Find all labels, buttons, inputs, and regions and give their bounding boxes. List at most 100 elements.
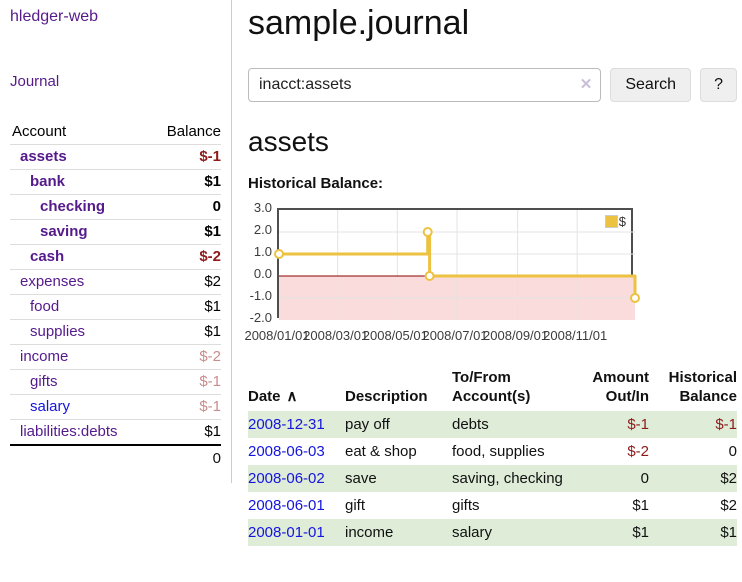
header-tofrom-accounts: To/From Account(s) xyxy=(452,365,582,411)
x-tick: 2008/03/01 xyxy=(303,328,368,343)
account-column-label: Account xyxy=(12,123,66,140)
account-row-gifts: gifts $-1 xyxy=(10,369,221,394)
transaction-accounts: gifts xyxy=(452,492,582,519)
transaction-amount: $1 xyxy=(582,492,649,519)
chart-plot-area: $ xyxy=(277,208,633,318)
y-tick: 0.0 xyxy=(248,267,272,281)
account-balance: $1 xyxy=(204,298,221,316)
account-balance: $1 xyxy=(204,323,221,341)
account-link[interactable]: bank xyxy=(10,173,65,191)
transaction-date-link[interactable]: 2008-06-01 xyxy=(248,497,325,514)
search-button[interactable]: Search xyxy=(610,68,691,102)
transaction-balance: $2 xyxy=(649,465,737,492)
account-row-liabilities-debts: liabilities:debts $1 xyxy=(10,419,221,444)
transaction-balance: 0 xyxy=(649,438,737,465)
account-row-saving: saving $1 xyxy=(10,219,221,244)
search-input-wrap: ✕ xyxy=(248,68,601,102)
sidebar-item-journal: Journal xyxy=(10,73,221,90)
main-content: sample.journal ✕ Search ? assets Histori… xyxy=(232,0,742,546)
y-tick: 2.0 xyxy=(248,223,272,237)
transaction-date-link[interactable]: 2008-01-01 xyxy=(248,524,325,541)
x-tick: 2008/11/01 xyxy=(543,328,607,343)
account-row-bank: bank $1 xyxy=(10,169,221,194)
table-row: 2008-06-02 save saving, checking 0 $2 xyxy=(248,465,737,492)
transaction-description: eat & shop xyxy=(345,438,452,465)
account-balance: 0 xyxy=(213,198,221,216)
account-link[interactable]: food xyxy=(10,298,59,316)
chart-legend: $ xyxy=(605,214,626,229)
historical-balance-chart: 3.0 2.0 1.0 0.0 -1.0 -2.0 xyxy=(248,206,737,344)
account-tree: assets $-1 bank $1 checking 0 saving $1 … xyxy=(10,144,221,444)
transaction-date-link[interactable]: 2008-06-02 xyxy=(248,470,325,487)
transaction-accounts: debts xyxy=(452,411,582,438)
account-balance: $1 xyxy=(204,223,221,241)
account-tree-header: Account Balance xyxy=(10,120,221,144)
table-row: 2008-01-01 income salary $1 $1 xyxy=(248,519,737,546)
header-amount-out-in: Amount Out/In xyxy=(582,365,649,411)
account-balance: $-1 xyxy=(199,398,221,416)
search-bar: ✕ Search ? xyxy=(248,68,737,102)
table-row: 2008-06-01 gift gifts $1 $2 xyxy=(248,492,737,519)
balance-column-label: Balance xyxy=(167,123,221,140)
transaction-description: gift xyxy=(345,492,452,519)
page-title: sample.journal xyxy=(248,4,737,43)
header-historical-balance: Historical Balance xyxy=(649,365,737,411)
transaction-description: income xyxy=(345,519,452,546)
header-date[interactable]: Date∧ xyxy=(248,365,345,411)
account-balance: $-1 xyxy=(199,148,221,166)
page: hledger-web Journal Account Balance asse… xyxy=(0,0,742,546)
x-tick: 2008/05/01 xyxy=(363,328,428,343)
account-row-assets: assets $-1 xyxy=(10,144,221,169)
account-balance: $2 xyxy=(204,273,221,291)
account-link[interactable]: checking xyxy=(10,198,105,216)
legend-label: $ xyxy=(619,214,626,229)
transaction-accounts: saving, checking xyxy=(452,465,582,492)
chart-title: Historical Balance: xyxy=(248,175,737,192)
transaction-balance: $1 xyxy=(649,519,737,546)
transaction-amount: 0 xyxy=(582,465,649,492)
accounts-total-value: 0 xyxy=(213,450,221,467)
transaction-balance: $-1 xyxy=(649,411,737,438)
legend-swatch-icon xyxy=(605,215,618,228)
account-link[interactable]: salary xyxy=(10,398,70,416)
table-header-row: Date∧ Description To/From Account(s) Amo… xyxy=(248,365,737,411)
help-button[interactable]: ? xyxy=(700,68,737,102)
account-balance: $-1 xyxy=(199,373,221,391)
transaction-date-link[interactable]: 2008-06-03 xyxy=(248,443,325,460)
y-tick: 3.0 xyxy=(248,201,272,215)
account-balance: $1 xyxy=(204,423,221,441)
chart-canvas xyxy=(279,210,635,320)
account-link[interactable]: gifts xyxy=(10,373,58,391)
register-table: Date∧ Description To/From Account(s) Amo… xyxy=(248,365,737,546)
journal-link[interactable]: Journal xyxy=(10,73,59,90)
account-row-food: food $1 xyxy=(10,294,221,319)
search-input[interactable] xyxy=(248,68,601,102)
account-link[interactable]: supplies xyxy=(10,323,85,341)
account-link[interactable]: saving xyxy=(10,223,88,241)
account-link[interactable]: assets xyxy=(10,148,67,166)
x-tick: 2008/07/01 xyxy=(422,328,487,343)
account-link[interactable]: expenses xyxy=(10,273,84,291)
app-title-link[interactable]: hledger-web xyxy=(10,8,98,25)
account-row-supplies: supplies $1 xyxy=(10,319,221,344)
account-link[interactable]: income xyxy=(10,348,68,366)
clear-search-icon[interactable]: ✕ xyxy=(580,76,593,94)
sort-asc-icon: ∧ xyxy=(287,388,298,405)
account-row-cash: cash $-2 xyxy=(10,244,221,269)
x-tick: 2008/09/01 xyxy=(483,328,548,343)
account-link[interactable]: liabilities:debts xyxy=(10,423,118,441)
y-tick: -2.0 xyxy=(248,311,272,325)
transaction-amount: $1 xyxy=(582,519,649,546)
y-tick: -1.0 xyxy=(248,289,272,303)
table-row: 2008-06-03 eat & shop food, supplies $-2… xyxy=(248,438,737,465)
sidebar: hledger-web Journal Account Balance asse… xyxy=(0,0,232,483)
transaction-amount: $-1 xyxy=(582,411,649,438)
x-tick: 2008/01/01 xyxy=(244,328,309,343)
header-description: Description xyxy=(345,365,452,411)
account-link[interactable]: cash xyxy=(10,248,64,266)
transaction-date-link[interactable]: 2008-12-31 xyxy=(248,416,325,433)
account-row-income: income $-2 xyxy=(10,344,221,369)
transaction-description: save xyxy=(345,465,452,492)
y-tick: 1.0 xyxy=(248,245,272,259)
accounts-total: 0 xyxy=(10,444,221,471)
